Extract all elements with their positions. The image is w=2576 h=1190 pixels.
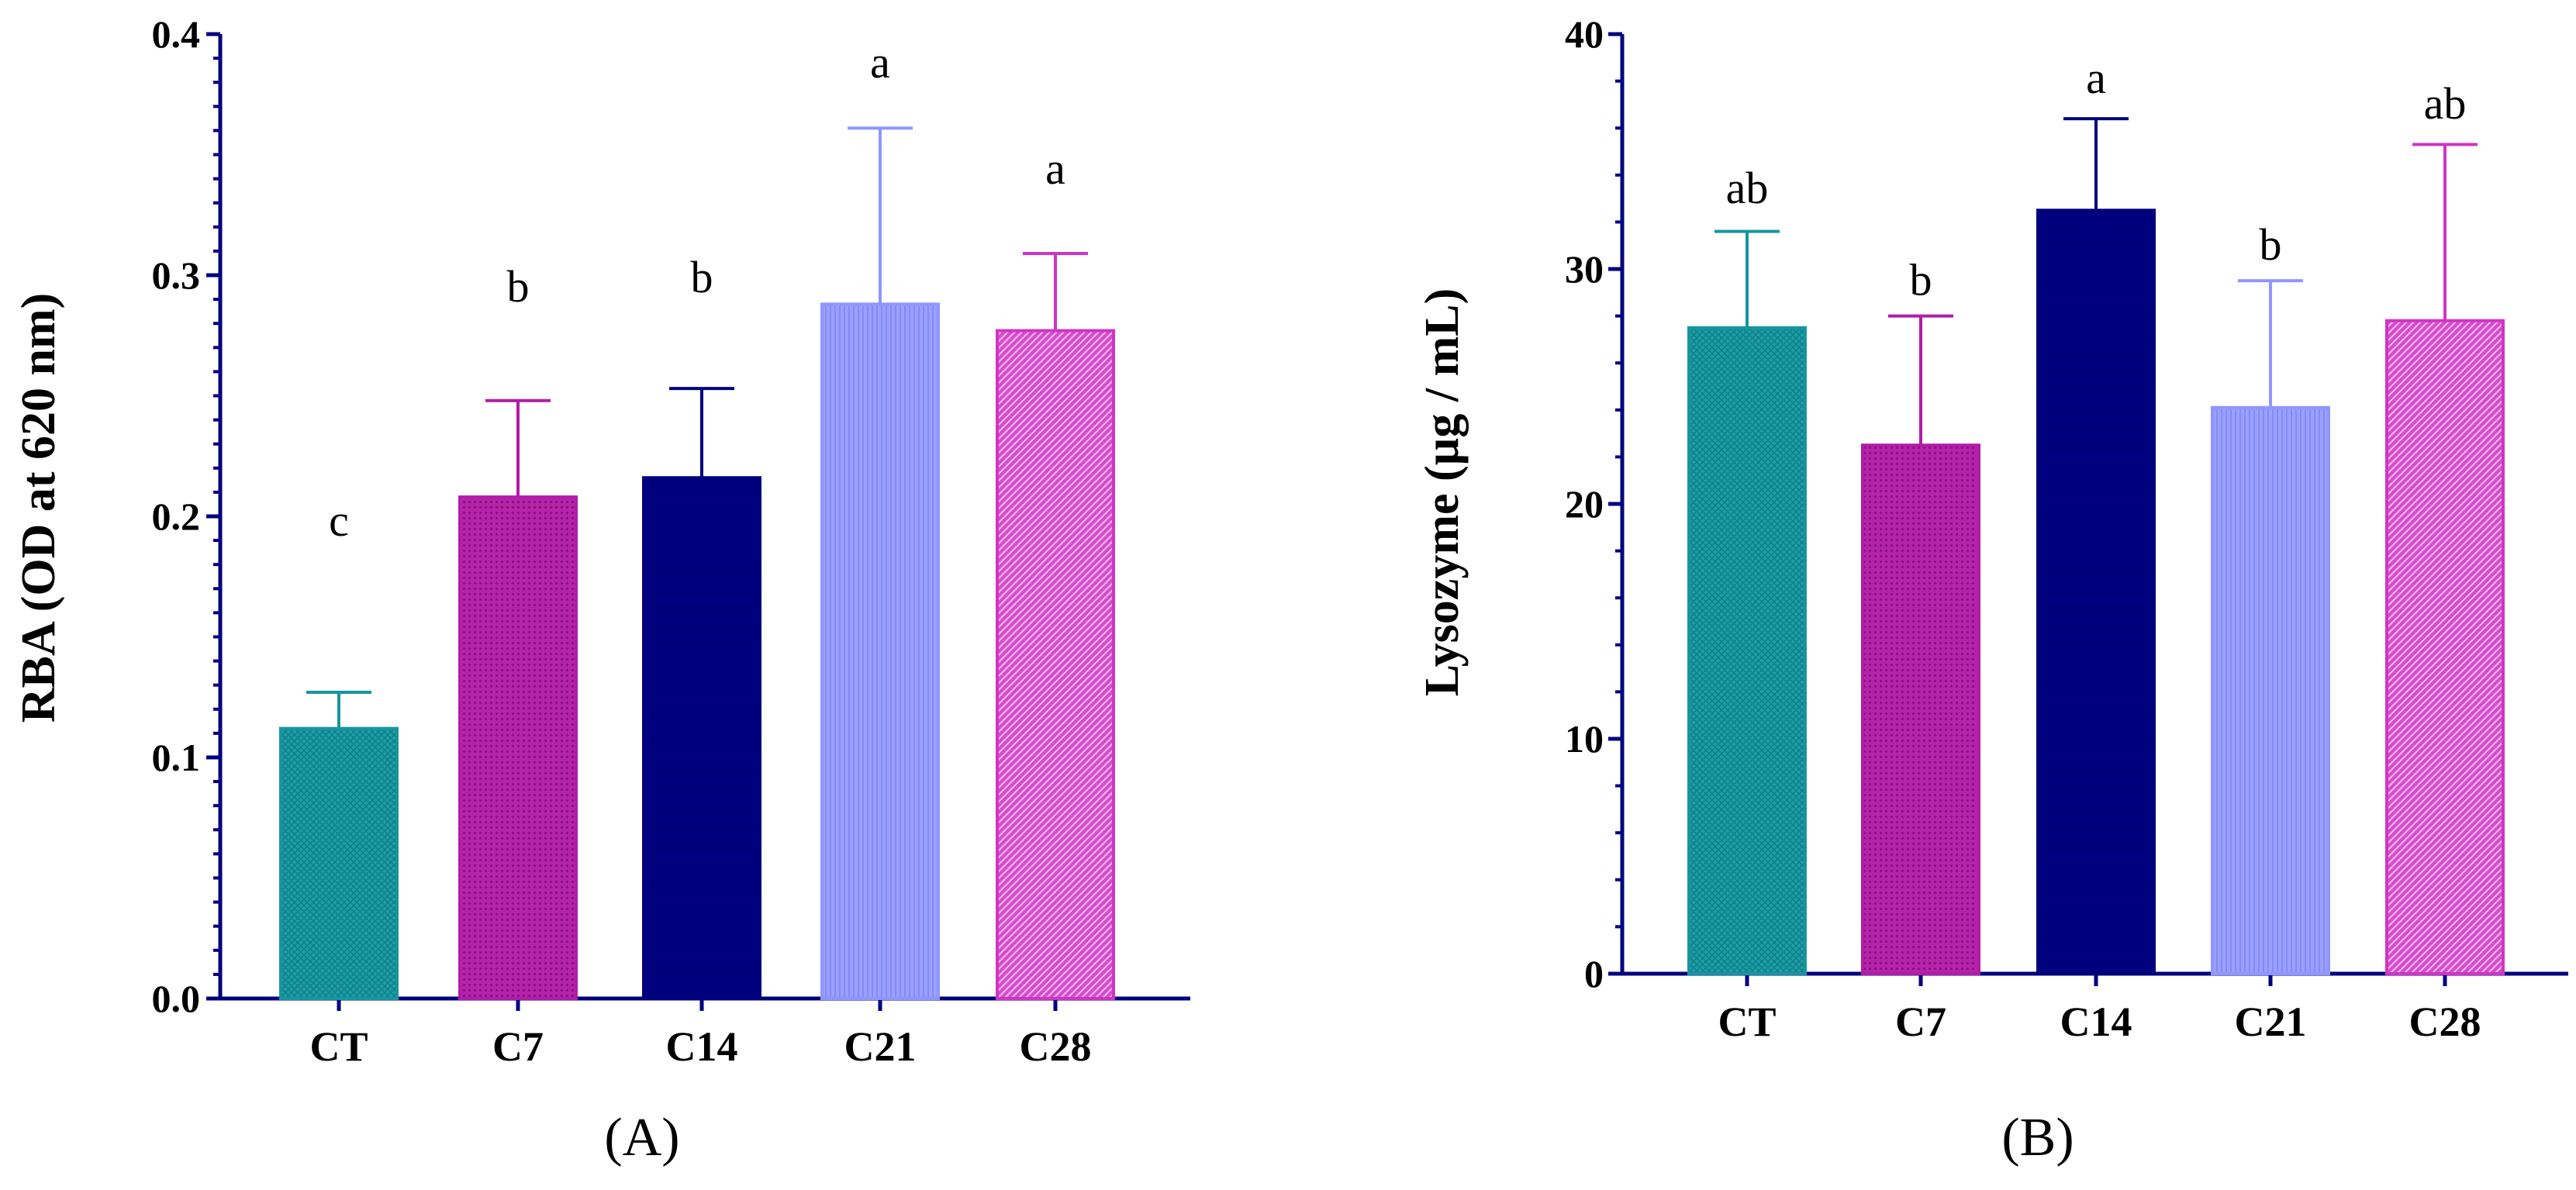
bar-c7 xyxy=(458,495,578,1000)
y-tick-label: 0.4 xyxy=(152,12,201,56)
significance-letter-c28: a xyxy=(1045,143,1065,194)
significance-letter-c14: b xyxy=(691,252,713,302)
y-tick-label: 0.1 xyxy=(152,736,201,779)
x-tick-label-c7: C7 xyxy=(1895,999,1946,1045)
bar-c14 xyxy=(642,476,761,1000)
panel-label: (B) xyxy=(2001,1108,2074,1168)
y-axis-label: Lysozyme (µg / mL) xyxy=(1416,288,1469,697)
x-tick-label-c21: C21 xyxy=(844,1023,917,1070)
significance-letter-c28: ab xyxy=(2424,78,2467,129)
bar-c14 xyxy=(2036,209,2156,975)
y-axis-title: Lysozyme (µg / mL) xyxy=(1416,288,1469,697)
bar-c7 xyxy=(1861,443,1980,975)
panel-label: (A) xyxy=(604,1108,679,1168)
x-tick-labels: CT C7 C14 C21 C28 xyxy=(1718,999,2481,1045)
y-ticks: 0 10 20 30 40 xyxy=(1565,12,1622,995)
y-tick-label: 0.3 xyxy=(152,254,201,297)
x-tick-marks xyxy=(337,999,1058,1011)
x-tick-label-c21: C21 xyxy=(2235,999,2307,1045)
bars xyxy=(279,302,1115,1000)
significance-letter-c21: a xyxy=(870,37,890,88)
y-ticks: 0.0 0.1 0.2 0.3 0.4 xyxy=(152,12,220,1020)
error-bars xyxy=(306,126,1088,729)
y-tick-label: 0.2 xyxy=(152,495,201,538)
x-tick-label-ct: CT xyxy=(1718,999,1776,1045)
significance-letter-c14: a xyxy=(2086,53,2106,103)
significance-letters: c b b a a xyxy=(329,37,1065,546)
bar-ct xyxy=(279,726,399,1000)
x-tick-label-c14: C14 xyxy=(2060,999,2132,1045)
x-tick-label-ct: CT xyxy=(309,1023,368,1070)
bar-c28 xyxy=(2385,319,2505,976)
error-bars xyxy=(1714,117,2478,446)
y-tick-label: 0.0 xyxy=(152,977,201,1020)
y-tick-label: 40 xyxy=(1565,12,1604,56)
x-tick-label-c28: C28 xyxy=(2409,999,2481,1045)
significance-letter-c7: b xyxy=(1910,254,1932,305)
bar-c28 xyxy=(996,329,1115,1000)
bar-c21 xyxy=(820,302,940,1000)
x-tick-label-c7: C7 xyxy=(492,1023,544,1070)
significance-letter-ct: c xyxy=(329,495,349,546)
bars xyxy=(1687,209,2505,976)
bar-c21 xyxy=(2211,405,2330,975)
significance-letter-c7: b xyxy=(507,261,530,312)
y-tick-label: 0 xyxy=(1584,952,1604,995)
y-axis-title: RBA (OD at 620 nm) xyxy=(12,293,65,723)
y-tick-label: 20 xyxy=(1565,482,1604,526)
x-tick-marks xyxy=(1745,974,2447,986)
x-tick-labels: CT C7 C14 C21 C28 xyxy=(309,1023,1091,1070)
y-axis-label: RBA (OD at 620 nm) xyxy=(12,293,65,723)
x-tick-label-c14: C14 xyxy=(666,1023,738,1070)
y-tick-label: 10 xyxy=(1565,717,1604,761)
panel-a: RBA (OD at 620 nm) 0.0 0.1 0.2 0.3 0.4 c b b a a… xyxy=(12,12,1190,1168)
significance-letter-ct: ab xyxy=(1726,163,1769,213)
x-tick-label-c28: C28 xyxy=(1020,1023,1092,1070)
y-tick-label: 30 xyxy=(1565,247,1604,291)
significance-letter-c21: b xyxy=(2260,219,2282,270)
bar-ct xyxy=(1687,326,1807,975)
